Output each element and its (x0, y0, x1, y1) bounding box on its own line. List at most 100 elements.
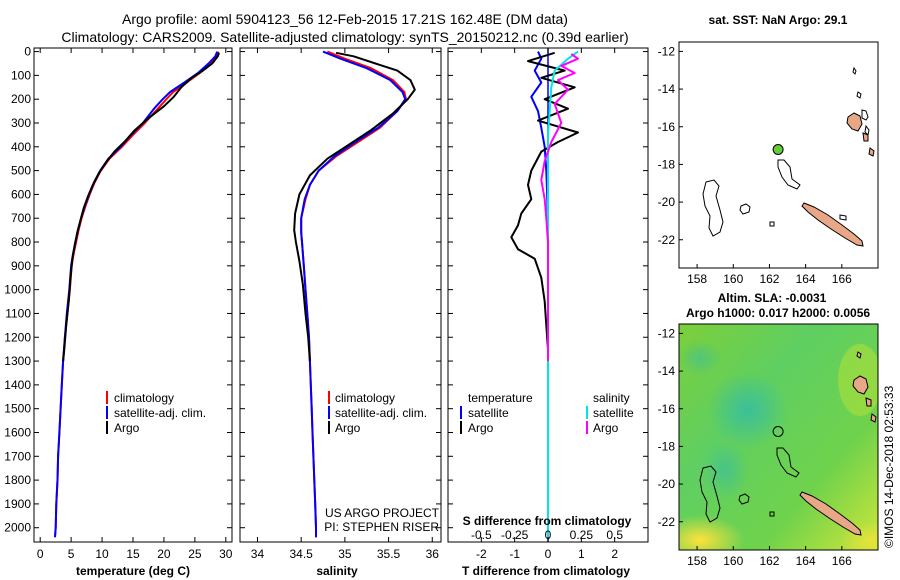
s-difference-axis-label: S difference from climatology (463, 514, 632, 528)
sst-reef-outline-north (777, 159, 801, 190)
diff-legend-t-satellite: satellite (468, 406, 509, 420)
depth-tick-label: 0 (24, 45, 31, 59)
temperature-legend-satellite: satellite-adj. clim. (114, 406, 206, 420)
difference-x-tick-label: -1 (509, 547, 520, 561)
sla-island-espiritu-santo (852, 375, 869, 395)
sst-reef-outline-west (702, 179, 724, 237)
s-difference-tick-label: 0.25 (570, 528, 594, 542)
salinity-x-tick-label: 36 (426, 547, 440, 561)
depth-tick-label: 1500 (4, 402, 31, 416)
depth-tick-label: 1900 (4, 497, 31, 511)
sla_map-lon-tick-label: 158 (687, 554, 707, 568)
diff-legend-temperature-title: temperature (468, 391, 533, 405)
salinity-legend-argo: Argo (335, 421, 361, 435)
sla-map-content (679, 324, 878, 550)
sla_map-lon-tick-label: 166 (832, 554, 852, 568)
sla-map-ticks: 158 160 162 164 166 -12 -14 -16 -18 -20 -22 (658, 326, 852, 568)
depth-tick-label: 800 (11, 235, 31, 249)
temperature-x-tick-label: 10 (95, 547, 109, 561)
depth-tick-label: 300 (11, 116, 31, 130)
sst_map-lat-tick-label: -16 (658, 120, 676, 134)
salinity-legend-climatology: climatology (335, 391, 395, 405)
depth-tick-label: 2000 (4, 521, 31, 535)
temperature-axis-label: temperature (deg C) (76, 564, 190, 578)
sla_map-lat-tick-label: -14 (658, 364, 676, 378)
salinity-diff-ticks: -0.5 -0.25 0 0.25 0.5 (471, 528, 623, 542)
sst_map-lat-tick-label: -22 (658, 233, 676, 247)
temperature-series-argo (62, 52, 220, 362)
diff-legend-t-argo: Argo (468, 421, 494, 435)
difference-series-t-satellite (530, 51, 549, 538)
salinity-series-satellite-adj-clim- (300, 50, 407, 538)
sla_map-lat-tick-label: -20 (658, 477, 676, 491)
depth-tick-label: 400 (11, 140, 31, 154)
sla-low-anomaly-center (708, 372, 788, 448)
sst-island-espiritu-santo (846, 112, 863, 132)
diff-legend-s-argo: Argo (593, 421, 619, 435)
pi-credit: PI: STEPHEN RISER (324, 520, 439, 534)
sla-island-small-group (856, 351, 877, 423)
depth-tick-label: 1400 (4, 378, 31, 392)
difference-x-tick-label: 2 (611, 547, 618, 561)
sst-map-frame (678, 41, 879, 269)
difference-x-tick-label: -2 (476, 547, 487, 561)
imos-credit: ©IMOS 14-Dec-2018 02:53:33 (882, 385, 896, 548)
temperature-x-tick-label: 0 (37, 547, 44, 561)
sla-high-anomaly-southwest (679, 515, 745, 550)
depth-tick-label: 1600 (4, 425, 31, 439)
s-difference-tick-label: -0.5 (471, 528, 492, 542)
depth-tick-label: 1000 (4, 283, 31, 297)
sla-map-title-line1: Altim. SLA: -0.0031 (718, 291, 827, 305)
difference-series-group (510, 48, 579, 542)
salinity-legend: climatology satellite-adj. clim. Argo (328, 391, 427, 435)
sla-low-anomaly-southwest (701, 440, 749, 500)
t-difference-axis-label: T difference from climatology (462, 564, 630, 578)
difference-x-tick-label: 0 (545, 547, 552, 561)
sst_map-lon-tick-label: 160 (723, 272, 743, 286)
temperature-series-group (54, 51, 220, 538)
sla-float-marker (772, 426, 784, 437)
s-difference-tick-label: -0.25 (501, 528, 529, 542)
depth-tick-label: 700 (11, 211, 31, 225)
salinity-legend-satellite: satellite-adj. clim. (335, 406, 427, 420)
difference-x-tick-label: 1 (578, 547, 585, 561)
sst_map-lat-tick-label: -14 (658, 82, 676, 96)
sla-low-anomaly-northwest (679, 340, 722, 376)
temperature-x-tick-label: 5 (68, 547, 75, 561)
sst-map-ticks: 158 160 162 164 166 -12 -14 -16 -18 -20 -22 (658, 44, 852, 286)
sla_map-lon-tick-label: 162 (759, 554, 779, 568)
sla-reef-outline-west (699, 465, 721, 523)
depth-tick-label: 900 (11, 259, 31, 273)
sst_map-lon-tick-label: 162 (759, 272, 779, 286)
sst_map-lat-tick-label: -20 (658, 195, 676, 209)
depth-tick-label: 1700 (4, 449, 31, 463)
salinity-x-ticks: 34 34.5 35 35.5 36 (251, 48, 439, 561)
difference-series-t-argo (510, 51, 579, 362)
depth-tick-label: 1200 (4, 330, 31, 344)
sst-map-title: sat. SST: NaN Argo: 29.1 (709, 13, 848, 27)
sla_map-lon-tick-label: 160 (723, 554, 743, 568)
depth-tick-label: 600 (11, 187, 31, 201)
difference-x-ticks: -2 -1 0 1 2 (476, 48, 618, 561)
project-credit: US ARGO PROJECT (325, 506, 440, 520)
s-difference-tick-label: 0 (545, 528, 552, 542)
diff-legend-salinity-title: salinity (593, 391, 630, 405)
sla-new-caledonia (799, 491, 862, 536)
salinity-series-climatology (300, 50, 407, 538)
temperature-x-tick-label: 15 (126, 547, 140, 561)
salinity-series-argo (293, 51, 416, 362)
s-difference-tick-label: 0.5 (606, 528, 623, 542)
depth-tick-label: 100 (11, 68, 31, 82)
sst-island-small-group (862, 132, 875, 157)
sst_map-lon-tick-label: 166 (832, 272, 852, 286)
salinity-x-tick-label: 35.5 (377, 547, 401, 561)
depth-tick-label: 1100 (5, 306, 31, 320)
temperature-legend-climatology: climatology (114, 391, 174, 405)
sla_map-lat-tick-label: -18 (658, 439, 676, 453)
sla-map-title-line2: Argo h1000: 0.017 h2000: 0.0056 (686, 306, 870, 320)
sla-reef-outline-small (738, 493, 775, 517)
difference-series-s-argo (540, 53, 579, 362)
salinity-x-tick-label: 35 (338, 547, 352, 561)
sla_map-lat-tick-label: -22 (658, 515, 676, 529)
sla-reef-outline-north (776, 447, 800, 478)
